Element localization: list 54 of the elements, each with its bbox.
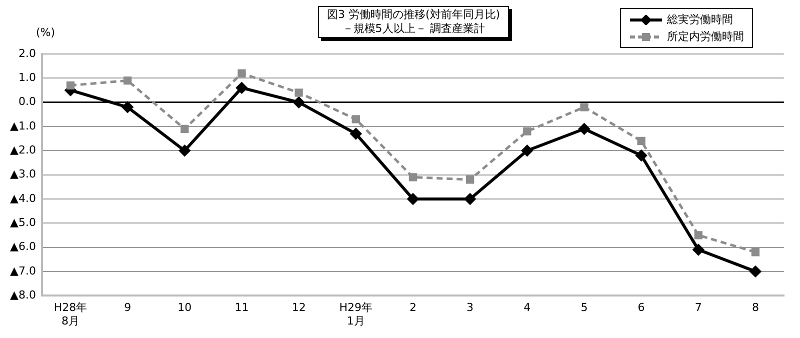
- y-tick-label: 2.0: [18, 46, 36, 60]
- chart-title: 図3 労働時間の推移(対前年同月比): [327, 8, 500, 22]
- point: [692, 244, 704, 256]
- x-tick-label: 3: [466, 301, 474, 314]
- point: [578, 123, 590, 134]
- point: [122, 102, 134, 113]
- y-tick-label: 0.0: [18, 95, 36, 108]
- y-axis-title: (%): [36, 26, 56, 39]
- point: [236, 82, 248, 94]
- point: [294, 88, 303, 97]
- point: [350, 128, 362, 140]
- x-tick-label: 4: [524, 301, 531, 314]
- y-tick-label: ▲8.0: [10, 288, 36, 302]
- x-tick-label: H28年 8月: [54, 301, 88, 328]
- y-tick-label: ▲2.0: [10, 144, 36, 156]
- point: [123, 76, 132, 85]
- x-tick-label: 7: [694, 301, 702, 314]
- point: [179, 145, 190, 156]
- y-tick-label: ▲5.0: [10, 216, 36, 229]
- point: [637, 136, 646, 146]
- x-tick-label: 5: [580, 301, 588, 314]
- point: [580, 103, 588, 112]
- x-tick-label: 11: [234, 301, 249, 314]
- x-tick-label: 2: [409, 301, 416, 314]
- x-tick-label: 6: [638, 301, 645, 314]
- legend-label: 所定内労働時間: [667, 29, 744, 45]
- point: [293, 96, 304, 108]
- chart-subtitle: －規模5人以上－ 調査産業計: [341, 22, 486, 36]
- point: [66, 81, 75, 90]
- point: [522, 145, 533, 156]
- point: [636, 150, 647, 161]
- point: [523, 127, 532, 136]
- point: [407, 193, 418, 204]
- point: [352, 115, 360, 124]
- point: [238, 69, 246, 78]
- y-tick-label: ▲1.0: [10, 119, 36, 132]
- x-tick-label: H29年 1月: [339, 301, 373, 328]
- point: [694, 231, 702, 240]
- point: [750, 266, 761, 277]
- legend-label: 総実労働時間: [667, 12, 733, 28]
- point: [466, 176, 474, 184]
- x-tick-label: 9: [124, 301, 132, 314]
- point: [751, 248, 760, 256]
- y-tick-label: ▲3.0: [10, 168, 36, 181]
- y-tick-label: ▲4.0: [10, 192, 36, 205]
- x-tick-label: 10: [178, 301, 192, 314]
- y-tick-label: ▲6.0: [10, 240, 36, 254]
- y-tick-label: ▲7.0: [10, 264, 36, 278]
- y-tick-label: 1.0: [18, 71, 36, 84]
- point: [464, 193, 476, 204]
- point: [408, 173, 418, 182]
- x-tick-label: 12: [292, 301, 306, 314]
- x-tick-label: 8: [752, 301, 759, 314]
- point: [180, 124, 189, 133]
